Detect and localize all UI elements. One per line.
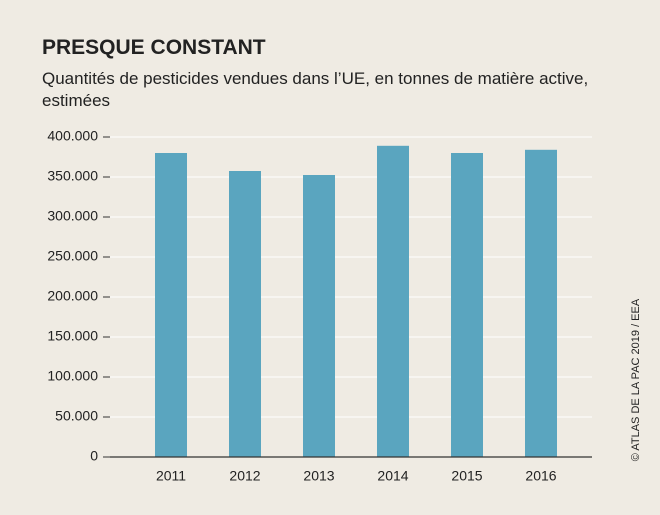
x-tick-label: 2015	[451, 468, 482, 484]
y-tick-label: 100.000	[47, 368, 98, 384]
bar	[451, 153, 483, 457]
y-tick-label: 150.000	[47, 328, 98, 344]
bar	[229, 171, 261, 457]
bar	[303, 175, 335, 457]
y-tick-label: 0	[90, 448, 98, 464]
chart-title: PRESQUE CONSTANT	[42, 36, 266, 59]
y-tick-label: 400.000	[47, 128, 98, 144]
y-tick-label: 200.000	[47, 288, 98, 304]
x-tick-label: 2011	[156, 468, 186, 484]
y-tick-label: 350.000	[47, 168, 98, 184]
x-tick-label: 2016	[525, 468, 556, 484]
x-tick-label: 2014	[377, 468, 408, 484]
chart-subtitle: Quantités de pesticides vendues dans l’U…	[42, 69, 589, 110]
x-tick-label: 2013	[303, 468, 334, 484]
bar	[525, 149, 557, 458]
y-tick-label: 50.000	[55, 408, 98, 424]
y-tick-label: 300.000	[47, 208, 98, 224]
source: © ATLAS DE LA PAC 2019 / EEA	[630, 298, 642, 461]
bar	[377, 145, 409, 458]
y-tick-label: 250.000	[47, 248, 98, 264]
x-tick-label: 2012	[229, 468, 260, 484]
bar	[155, 153, 187, 457]
